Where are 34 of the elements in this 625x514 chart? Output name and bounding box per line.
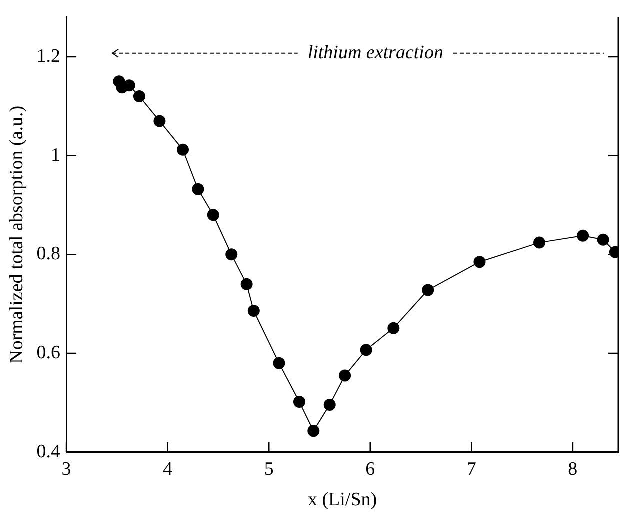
x-tick-label: 5 <box>264 458 274 480</box>
point <box>226 248 238 261</box>
y-tick-label: 0.8 <box>36 244 61 265</box>
point <box>273 357 286 370</box>
y-axis-title: Normalized total absorption (a.u.) <box>6 106 28 364</box>
annotation: lithium extraction <box>308 42 444 64</box>
x-tick-label: 8 <box>568 458 578 480</box>
point <box>577 230 590 242</box>
point <box>192 183 204 196</box>
point <box>422 284 434 296</box>
point <box>240 278 253 290</box>
x-tick-label: 4 <box>163 458 174 480</box>
point <box>293 396 306 408</box>
point <box>177 144 190 156</box>
y-tick-label: 1 <box>51 144 61 166</box>
x-tick-label: 3 <box>62 458 72 480</box>
point <box>474 256 486 268</box>
point <box>388 322 400 334</box>
point <box>133 90 146 102</box>
y-tick-label: 0.6 <box>36 342 61 364</box>
point <box>360 344 372 356</box>
y-tick-label: 1.2 <box>36 46 61 67</box>
point <box>207 209 220 222</box>
point <box>154 115 166 128</box>
x-axis-title: x (Li/Sn) <box>308 490 378 511</box>
point <box>597 234 610 246</box>
point <box>339 370 352 382</box>
point <box>324 398 336 411</box>
x-tick-label: 7 <box>466 458 476 480</box>
point <box>248 305 260 318</box>
x-tick-label: 6 <box>366 458 376 480</box>
point <box>534 236 546 249</box>
y-tick-label: 0.4 <box>36 441 62 462</box>
point <box>308 425 320 438</box>
